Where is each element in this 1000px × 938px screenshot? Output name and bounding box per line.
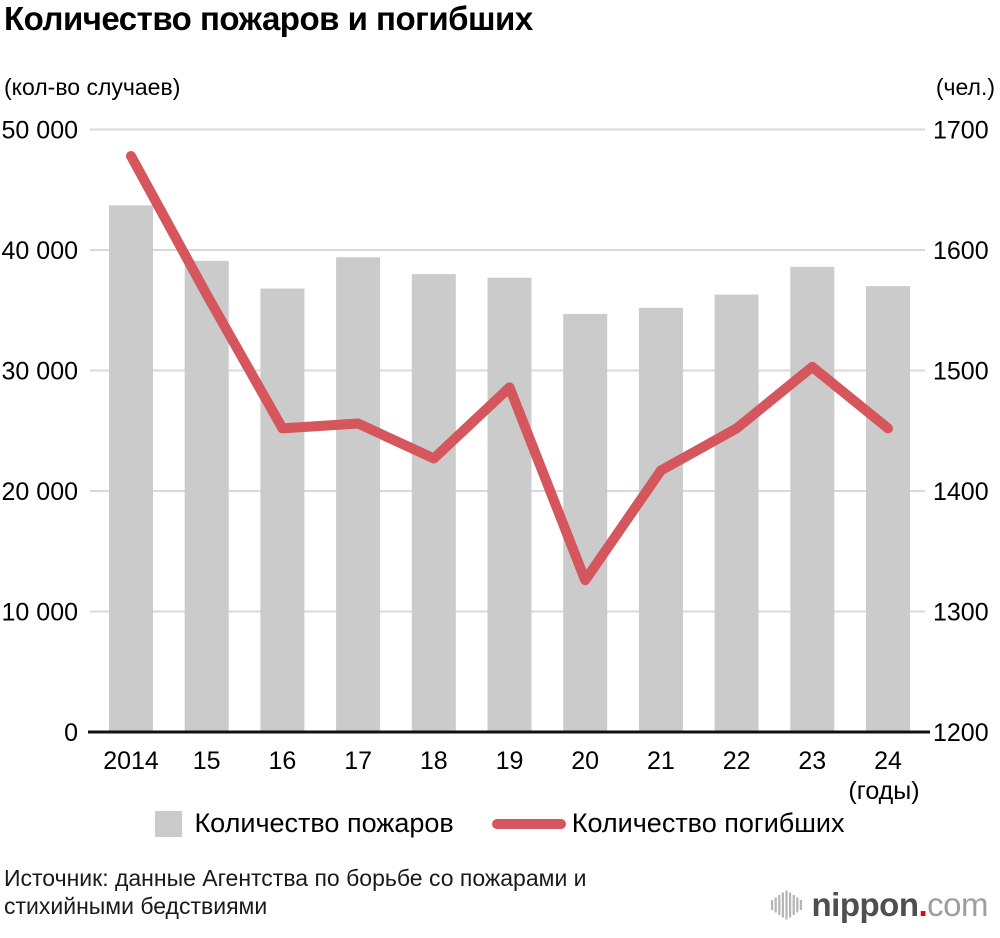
soundwave-bar: [784, 890, 788, 920]
right-axis-unit: (чел.): [935, 74, 995, 100]
y-tick-right: 1400: [933, 478, 989, 506]
soundwave-bar: [799, 900, 802, 910]
line-swatch-icon: [491, 818, 566, 829]
source-line-1: Источник: данные Агентства по борьбе со …: [4, 865, 587, 891]
y-tick-left: 50 000: [2, 117, 78, 145]
bar-fires-18: [411, 274, 456, 732]
bar-fires-15: [184, 260, 229, 732]
soundwave-bar: [777, 895, 780, 915]
y-tick-left: 0: [64, 719, 78, 747]
bar-fires-20: [563, 313, 608, 732]
soundwave-bar: [781, 892, 784, 918]
y-tick-left: 10 000: [2, 599, 78, 627]
x-tick-year: 17: [344, 747, 372, 775]
y-tick-right: 1200: [933, 719, 989, 747]
soundwave-bar: [770, 900, 773, 910]
x-tick-year: 23: [798, 747, 826, 775]
soundwave-bar: [792, 895, 795, 915]
source-line-2: стихийными бедствиями: [4, 893, 268, 919]
logo-brand-bold: nippon: [811, 886, 919, 923]
x-tick-year: 16: [268, 747, 296, 775]
soundwave-icon: [770, 890, 802, 920]
deaths-line: [126, 151, 893, 586]
soundwave-bar: [774, 897, 777, 913]
legend-label-deaths: Количество погибших: [571, 808, 845, 838]
y-tick-right: 1600: [933, 237, 989, 265]
bar-fires-2014: [109, 205, 153, 733]
legend-item-fires: Количество пожаров: [155, 808, 454, 839]
fires-deaths-combo-chart: 50 000 40 000 30 000 20 000 10 000 0 1700 1600 1…: [2, 117, 989, 806]
bar-fires-24: [866, 286, 910, 732]
y-tick-left: 20 000: [2, 478, 78, 506]
source-note: Источник: данные Агентства по борьбе со …: [4, 864, 587, 920]
nippon-logo: nippon.com: [770, 886, 988, 924]
x-tick-year: 21: [647, 747, 675, 775]
bar-fires-21: [638, 307, 683, 732]
x-tick-year: 20: [571, 747, 599, 775]
bar-fires-23: [790, 266, 835, 732]
x-tick-year: 22: [723, 747, 751, 775]
soundwave-bar: [795, 897, 798, 913]
y-tick-right: 1700: [933, 117, 989, 145]
y-tick-right: 1500: [933, 358, 989, 386]
bar-fires-19: [487, 277, 532, 732]
x-tick-year: 19: [496, 747, 524, 775]
bar-swatch-icon: [155, 810, 183, 837]
y-tick-left: 40 000: [2, 237, 78, 265]
logo-dot: .: [918, 886, 928, 923]
bar-fires-22: [714, 294, 759, 732]
x-tick-year: 18: [420, 747, 448, 775]
y-tick-right: 1300: [933, 599, 989, 627]
left-axis-unit: (кол-во случаев): [4, 74, 181, 100]
x-tick-year: 15: [193, 747, 221, 775]
x-tick-year: 24: [874, 747, 902, 775]
logo-brand-light: com: [927, 886, 988, 923]
y-tick-left: 30 000: [2, 358, 78, 386]
legend-label-fires: Количество пожаров: [194, 808, 454, 838]
page-title: Количество пожаров и погибших: [4, 0, 533, 37]
x-axis-note: (годы): [848, 777, 919, 805]
bar-fires-17: [336, 257, 381, 732]
legend-item-deaths: Количество погибших: [491, 808, 845, 839]
chart-legend: Количество пожаров Количество погибших: [0, 808, 1000, 839]
x-tick-year: 2014: [103, 747, 159, 775]
soundwave-bar: [788, 892, 791, 918]
bar-fires-16: [260, 288, 305, 732]
logo-wordmark: nippon.com: [811, 886, 989, 924]
